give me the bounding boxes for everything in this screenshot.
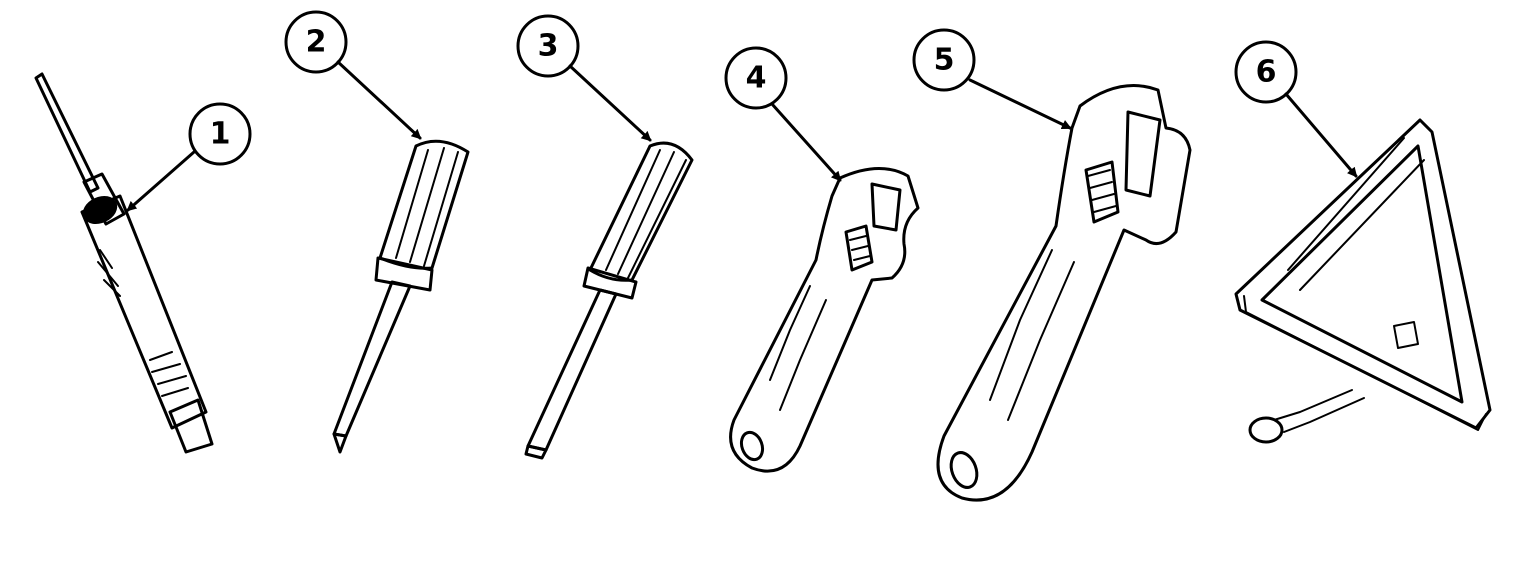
- item-3-flat-screwdriver: [524, 141, 694, 460]
- callout-2: 2: [284, 10, 422, 140]
- callout-4: 4: [724, 46, 842, 182]
- callout-3: 3: [516, 14, 652, 142]
- callout-number-5: 5: [934, 43, 955, 78]
- callout-number-1: 1: [210, 117, 231, 152]
- callout-number-2: 2: [306, 25, 327, 60]
- item-1-tool: [34, 72, 214, 454]
- item-4-small-adjustable-wrench: [729, 166, 920, 473]
- callout-1: 1: [126, 102, 252, 212]
- callout-6: 6: [1234, 40, 1358, 178]
- item-5-large-adjustable-wrench: [936, 84, 1192, 502]
- item-6-warning-triangle: [1234, 118, 1492, 444]
- callout-number-6: 6: [1256, 55, 1277, 90]
- callout-number-4: 4: [746, 61, 767, 96]
- callout-5: 5: [912, 28, 1072, 130]
- callout-number-3: 3: [538, 29, 559, 64]
- item-2-phillips-screwdriver: [332, 139, 470, 454]
